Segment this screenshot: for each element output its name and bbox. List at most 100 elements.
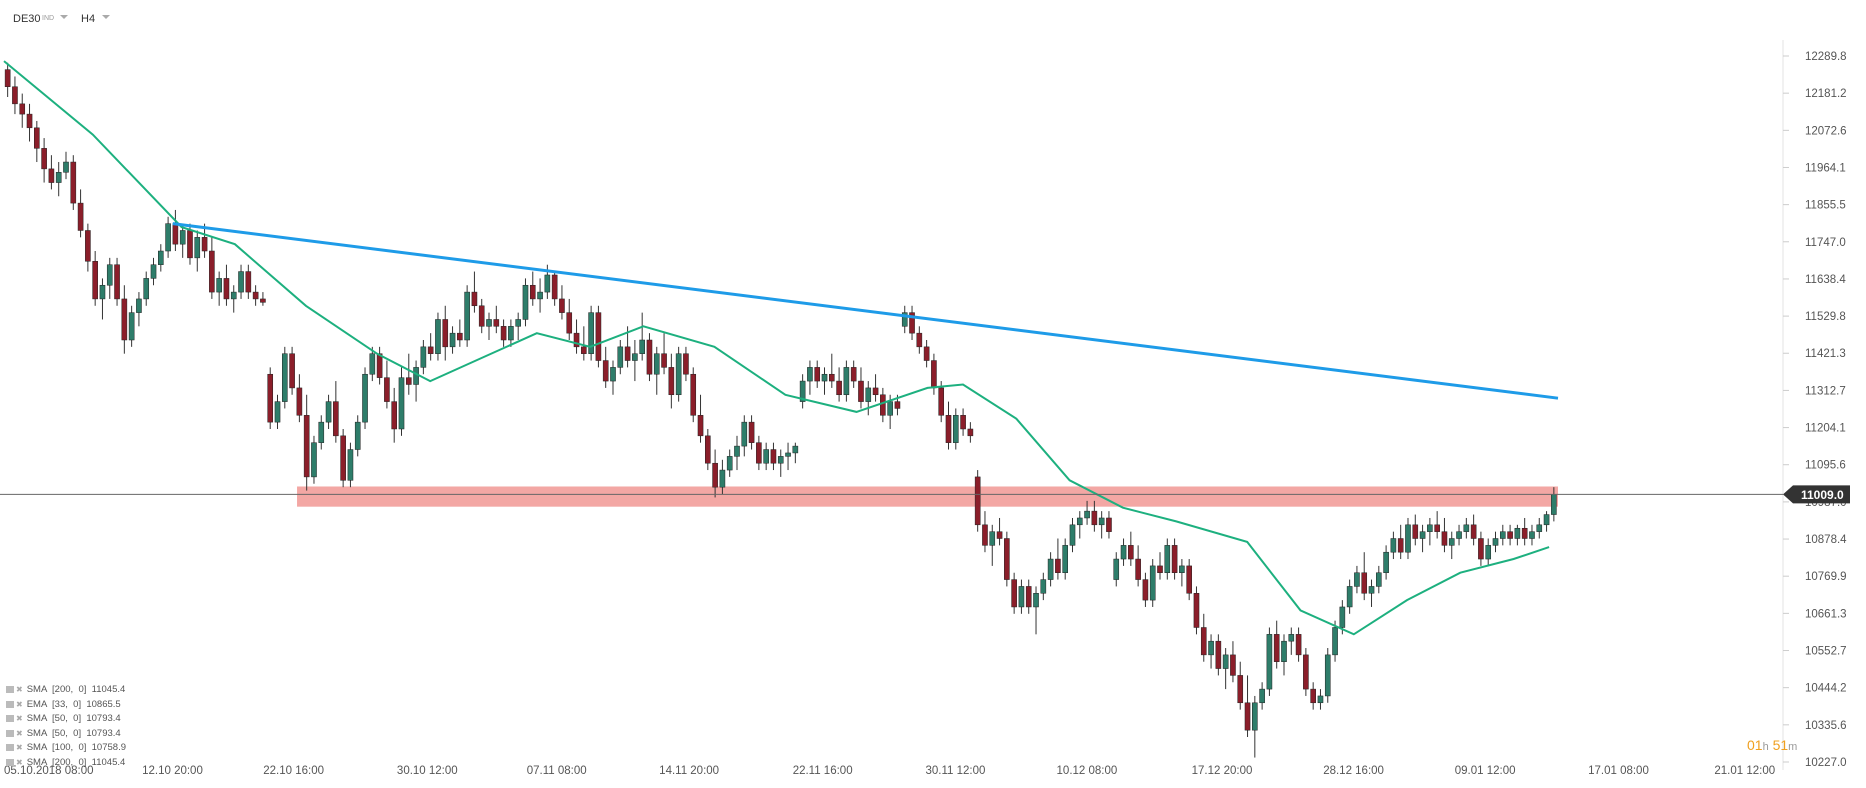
indicator-remove-icon[interactable]: ✖: [16, 685, 23, 694]
candle: [340, 428, 346, 488]
candle-body: [1055, 558, 1061, 573]
indicator-remove-icon[interactable]: ✖: [16, 714, 23, 724]
candle-body: [55, 172, 62, 183]
candle: [34, 120, 40, 163]
candle-body: [1084, 510, 1090, 519]
indicator-settings-icon[interactable]: [6, 729, 14, 737]
candle: [661, 333, 667, 375]
candle: [384, 360, 390, 409]
candle-body: [1310, 688, 1316, 704]
candle-body: [544, 274, 551, 293]
candle-body: [486, 319, 492, 327]
x-tick-label: 14.11 20:00: [659, 765, 719, 777]
candle-body: [1397, 538, 1404, 553]
indicator-settings-icon[interactable]: [6, 758, 14, 766]
candle: [1273, 620, 1280, 669]
indicator-settings-icon[interactable]: [6, 744, 14, 752]
indicator-legend-row[interactable]: ✖ SMA [100, 0] 10758.9: [6, 741, 126, 756]
candle-body: [1076, 517, 1083, 526]
candle-body: [405, 377, 412, 385]
symbol-dropdown-icon[interactable]: [60, 15, 68, 19]
indicator-legend-row[interactable]: ✖ EMA [33, 0] 10865.5: [6, 698, 126, 713]
candle: [865, 381, 872, 416]
candle: [690, 367, 697, 423]
timeframe-dropdown-icon[interactable]: [102, 15, 110, 19]
candle-body: [85, 230, 91, 262]
candle: [427, 333, 434, 361]
indicator-remove-icon[interactable]: ✖: [16, 757, 23, 767]
candle: [150, 257, 157, 286]
candle-body: [748, 421, 755, 443]
indicator-label: SMA [50, 0] 10793.4: [26, 727, 121, 739]
candle-body: [785, 452, 791, 457]
indicator-legend-row[interactable]: ✖ SMA [50, 0] 10793.4: [6, 727, 126, 742]
candle: [1324, 648, 1331, 703]
candle: [1303, 648, 1309, 696]
candle: [1499, 524, 1506, 546]
indicator-remove-icon[interactable]: ✖: [16, 743, 23, 753]
candle-body: [551, 274, 558, 300]
candle: [1295, 627, 1302, 662]
candle-body: [347, 449, 354, 481]
indicator-settings-icon[interactable]: [6, 685, 14, 693]
indicator-legend-row[interactable]: ✖ SMA [50, 0] 10793.4: [6, 712, 126, 727]
candle-body: [34, 127, 40, 149]
indicator-remove-icon[interactable]: ✖: [16, 728, 23, 738]
candle: [705, 428, 711, 471]
candle: [1040, 572, 1047, 601]
candle: [369, 346, 376, 382]
timeframe-label[interactable]: H4: [81, 13, 96, 25]
candle: [1091, 500, 1098, 532]
candle-body: [1383, 551, 1389, 573]
candle-body: [1368, 586, 1375, 594]
moving-average-line: [3, 60, 1550, 636]
candle-body: [1113, 558, 1120, 580]
candle: [1047, 552, 1054, 587]
candle: [850, 360, 857, 388]
candle: [588, 305, 594, 361]
candle: [1208, 634, 1214, 669]
candle-body: [106, 264, 113, 286]
indicator-remove-icon[interactable]: ✖: [16, 699, 23, 709]
candle-body: [1273, 634, 1280, 662]
indicator-legend-row[interactable]: ✖ SMA [200, 0] 11045.4: [6, 683, 126, 698]
candle: [165, 216, 171, 258]
candle-body: [1332, 627, 1338, 656]
candle-body: [1025, 586, 1032, 608]
candle-body: [1157, 565, 1163, 573]
candle-body: [1543, 514, 1550, 526]
candle: [515, 312, 521, 341]
candle: [486, 312, 492, 341]
candle: [508, 319, 514, 347]
candle-body: [1281, 640, 1287, 662]
candle: [1098, 511, 1105, 539]
candle: [1463, 517, 1470, 539]
candle-body: [340, 435, 346, 481]
candle-body: [413, 367, 419, 385]
candle-body: [1536, 524, 1543, 532]
candle-body: [281, 353, 288, 402]
candle-body: [1208, 640, 1214, 656]
y-tick-label: 12181.2: [1805, 88, 1847, 100]
indicator-legend-row[interactable]: ✖ SMA [200, 0] 11045.4: [6, 756, 126, 771]
candle-body: [1230, 654, 1236, 676]
candle-body: [1419, 531, 1426, 539]
indicator-settings-icon[interactable]: [6, 715, 14, 723]
candle: [1412, 514, 1419, 546]
candle-body: [770, 449, 777, 464]
candle-body: [230, 291, 237, 300]
x-tick-label: 17.12 20:00: [1192, 765, 1253, 777]
candle: [1128, 531, 1134, 566]
candle-body: [989, 531, 996, 546]
candle-body: [1091, 510, 1098, 526]
candle: [1521, 517, 1528, 546]
resistance-trendline[interactable]: [172, 222, 1559, 400]
candle: [1164, 538, 1171, 580]
indicator-settings-icon[interactable]: [6, 700, 14, 708]
candle-body: [829, 373, 835, 382]
candle: [807, 360, 813, 395]
candle-body: [1448, 538, 1455, 546]
symbol-label[interactable]: DE30: [13, 13, 41, 25]
candle-body: [1237, 675, 1244, 704]
